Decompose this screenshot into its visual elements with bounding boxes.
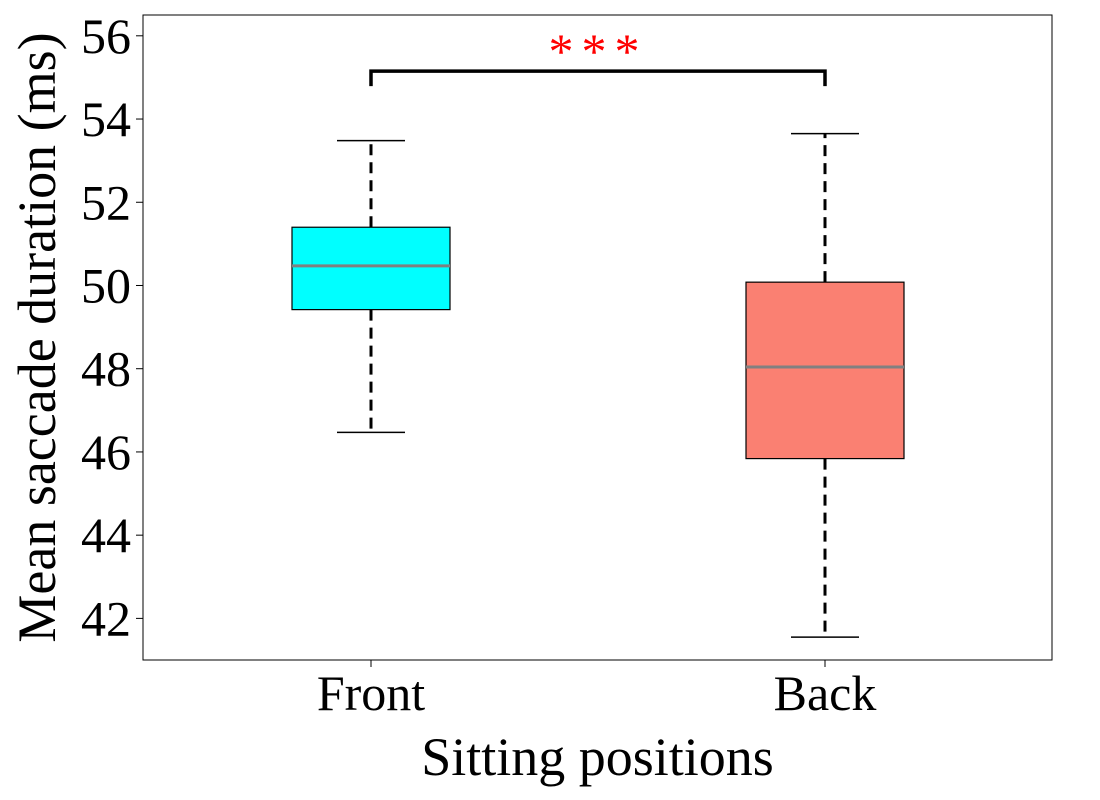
y-tick-label: 46	[81, 424, 131, 480]
box-front	[291, 226, 451, 311]
y-tick-label: 54	[81, 91, 131, 147]
y-tick-label: 50	[81, 257, 131, 313]
plot-frame	[142, 14, 1053, 661]
y-tick-label: 52	[81, 174, 131, 230]
significance-bracket	[369, 69, 827, 87]
x-tick-label: Front	[317, 665, 425, 721]
y-tick-label: 56	[81, 8, 131, 64]
x-axis-label: Sitting positions	[421, 727, 774, 787]
significance-label: ***	[549, 23, 648, 79]
y-tick-label: 48	[81, 341, 131, 397]
y-tick-label: 44	[81, 507, 131, 563]
y-tick-label: 42	[81, 590, 131, 646]
x-tick-label: Back	[774, 665, 877, 721]
box-back	[745, 281, 905, 460]
y-axis-label: Mean saccade duration (ms)	[7, 32, 67, 642]
